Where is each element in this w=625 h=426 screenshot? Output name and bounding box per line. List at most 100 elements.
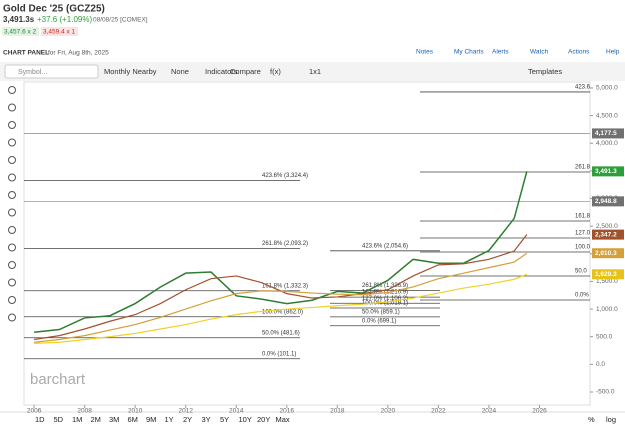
- tool-icon[interactable]: [8, 156, 16, 164]
- price-tag: [592, 269, 624, 280]
- fib-label: 50.0% (859.1): [362, 309, 400, 315]
- price-tag: [592, 229, 624, 240]
- x-tick-label: 2012: [178, 408, 193, 415]
- toolbar-item[interactable]: Monthly Nearby: [104, 67, 157, 76]
- range-button[interactable]: Max: [276, 415, 290, 424]
- fib-label: 423.6% (2,054.6): [362, 243, 408, 249]
- title: Gold Dec '25 (GCZ25): [3, 4, 105, 15]
- scale-button[interactable]: %: [588, 415, 595, 424]
- price-tag-label: 2,948.8: [595, 198, 617, 205]
- y-tick-label: 4,000.0: [596, 140, 618, 147]
- fib-label: 100.0: [575, 245, 591, 251]
- moving-average: [34, 252, 528, 343]
- tool-icon[interactable]: [8, 226, 16, 234]
- range-button[interactable]: 5D: [54, 415, 64, 424]
- fib-label: 423.6% (3,324.4): [262, 173, 308, 179]
- range-button[interactable]: 3Y: [202, 415, 211, 424]
- last-price: 3,491.3s: [3, 15, 35, 24]
- price-line: [34, 171, 528, 334]
- header-link[interactable]: Alerts: [492, 49, 509, 56]
- fib-label: 261.8: [575, 165, 591, 171]
- tool-icon[interactable]: [8, 278, 16, 287]
- moving-average: [34, 234, 528, 341]
- y-tick-label: 0.0: [596, 361, 605, 368]
- tool-icon[interactable]: [8, 261, 16, 269]
- panel-date: for Fri, Aug 8th, 2025: [48, 50, 109, 57]
- range-button[interactable]: 1M: [72, 415, 82, 424]
- change: +37.6 (+1.09%): [37, 15, 92, 24]
- scale-button[interactable]: log: [606, 415, 616, 424]
- x-tick-label: 2006: [27, 408, 42, 415]
- y-tick-label: 5,000.0: [596, 85, 618, 92]
- ask-box: [41, 27, 78, 36]
- watermark: barchart: [30, 371, 86, 388]
- fib-label: 127.0: [575, 231, 591, 237]
- fib-label: 50.0% (481.6): [262, 330, 300, 336]
- price-tag-label: 2,347.2: [595, 231, 617, 238]
- range-button[interactable]: 5Y: [220, 415, 229, 424]
- fib-label: 50.0: [575, 269, 587, 275]
- price-tag-label: 2,010.3: [595, 250, 617, 257]
- x-tick-label: 2020: [381, 408, 396, 415]
- range-button[interactable]: 10Y: [239, 415, 252, 424]
- tool-icon[interactable]: [8, 121, 16, 129]
- toolbar-item[interactable]: 1x1: [309, 67, 321, 76]
- x-tick-label: 2022: [431, 408, 446, 415]
- header-link[interactable]: Actions: [568, 49, 590, 56]
- tool-icon[interactable]: [8, 208, 16, 217]
- x-tick-label: 2010: [128, 408, 143, 415]
- x-tick-label: 2018: [330, 408, 345, 415]
- price-tag: [592, 196, 624, 207]
- fib-label: 261.8% (2,093.2): [262, 241, 308, 247]
- header-link[interactable]: Notes: [416, 49, 434, 56]
- panel-label: CHART PANEL: [3, 50, 49, 57]
- price-tag-label: 1,629.3: [595, 271, 617, 278]
- range-button[interactable]: 1D: [35, 415, 45, 424]
- range-button[interactable]: 2M: [91, 415, 101, 424]
- price-tag: [592, 166, 624, 177]
- templates[interactable]: Templates: [528, 67, 562, 76]
- tool-icon[interactable]: [8, 313, 16, 322]
- y-tick-label: 2,500.0: [596, 223, 618, 230]
- range-button[interactable]: 6M: [128, 415, 138, 424]
- tool-icon[interactable]: [8, 86, 16, 94]
- x-tick-label: 2008: [77, 408, 92, 415]
- range-button[interactable]: 3M: [109, 415, 119, 424]
- header-link[interactable]: Help: [606, 49, 620, 56]
- toolbar-item[interactable]: None: [171, 67, 189, 76]
- tool-icon[interactable]: [8, 243, 16, 252]
- fib-label: 423.6: [575, 85, 591, 91]
- toolbar-item[interactable]: Compare: [230, 67, 261, 76]
- fib-label: 161.8: [575, 214, 591, 220]
- range-button[interactable]: 2Y: [183, 415, 192, 424]
- y-tick-label: 4,500.0: [596, 112, 618, 119]
- tool-icon[interactable]: [8, 103, 16, 112]
- fib-label: 0.0%: [575, 293, 589, 299]
- price-tag-label: 3,491.3: [595, 168, 617, 175]
- range-button[interactable]: 9M: [146, 415, 156, 424]
- meta: 08/08/25 [COMEX]: [93, 17, 148, 24]
- fib-label: 127.0% (1,106.2): [362, 296, 408, 302]
- tool-icon[interactable]: [8, 173, 16, 182]
- toolbar-item[interactable]: f(x): [270, 67, 281, 76]
- ask: 3,459.4 x 1: [43, 29, 76, 36]
- tool-icon[interactable]: [8, 138, 16, 147]
- range-button[interactable]: 20Y: [257, 415, 270, 424]
- tool-icon[interactable]: [8, 191, 16, 199]
- header-link[interactable]: Watch: [530, 49, 549, 56]
- toolbar-item[interactable]: Indicators: [205, 67, 238, 76]
- price-tag-label: 4,177.5: [595, 130, 617, 137]
- fib-label: 100.0% (1,019.1): [362, 301, 408, 307]
- tool-icon[interactable]: [8, 296, 16, 304]
- header-link[interactable]: My Charts: [454, 49, 484, 56]
- fib-label: 0.0% (101.1): [262, 351, 296, 357]
- toolbar: [0, 62, 625, 81]
- fib-label: 261.8% (1,336.9): [362, 283, 408, 289]
- symbol-placeholder[interactable]: Symbol...: [18, 69, 47, 76]
- symbol-input[interactable]: [4, 64, 99, 79]
- y-tick-label: 1,500.0: [596, 278, 618, 285]
- range-button[interactable]: 1Y: [165, 415, 174, 424]
- y-tick-label: 500.0: [596, 333, 613, 340]
